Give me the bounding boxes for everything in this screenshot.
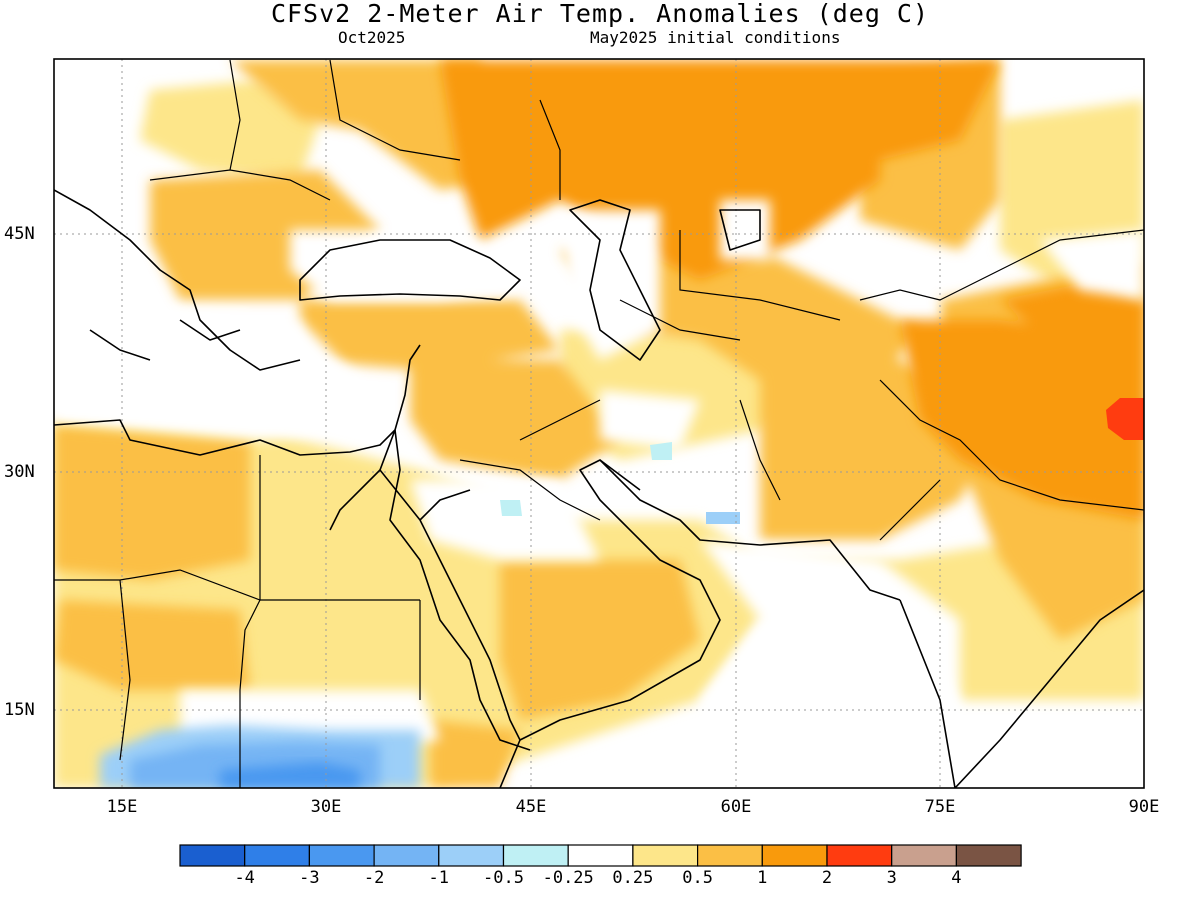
initial-conditions: May2025 initial conditions [590,28,841,47]
colorbar-swatch [826,844,893,867]
grid-lines [54,59,1144,788]
colorbar-label: -0.25 [542,868,594,888]
map-border [53,58,1145,789]
colorbar-swatch [955,844,1022,867]
negative-anomaly [100,442,740,788]
chart-title: CFSv2 2-Meter Air Temp. Anomalies (deg C… [270,0,930,28]
colorbar-swatch [502,844,569,867]
tick-30n: 30N [4,462,35,482]
tick-75e: 75E [924,797,956,817]
coastlines [54,189,1144,788]
colorbar-swatch [696,844,763,867]
colorbar-swatch [438,844,505,867]
colorbar-label: 1 [757,868,768,888]
colorbar-swatch [632,844,699,867]
tick-15e: 15E [106,797,138,817]
colorbar-label: -4 [234,868,255,888]
colorbar-swatch [567,844,634,867]
colorbar-label: 2 [821,868,833,888]
tick-45n: 45N [4,224,35,244]
colorbar-label: -3 [299,868,320,888]
tick-90e: 90E [1128,797,1160,817]
colorbar-swatch [179,844,246,867]
colorbar-label: -0.5 [483,868,524,888]
borders [54,59,1144,788]
tick-15n: 15N [4,700,35,720]
tick-60e: 60E [720,797,752,817]
forecast-month: Oct2025 [338,28,406,47]
tick-45e: 45E [515,797,547,817]
colorbar-swatch [761,844,828,867]
colorbar-swatch [244,844,310,867]
colorbar-label: -2 [363,868,385,888]
colorbar-swatch [373,844,440,867]
colorbar-label: 0.5 [682,868,713,888]
colorbar-swatch [891,844,958,867]
anomaly-field [54,59,1144,788]
colorbar-label: 0.25 [612,868,654,888]
colorbar-swatch [308,844,375,867]
colorbar-label: -1 [428,868,450,888]
colorbar-label: 4 [951,868,962,888]
colorbar-label: 3 [886,868,897,888]
tick-30e: 30E [310,797,342,817]
